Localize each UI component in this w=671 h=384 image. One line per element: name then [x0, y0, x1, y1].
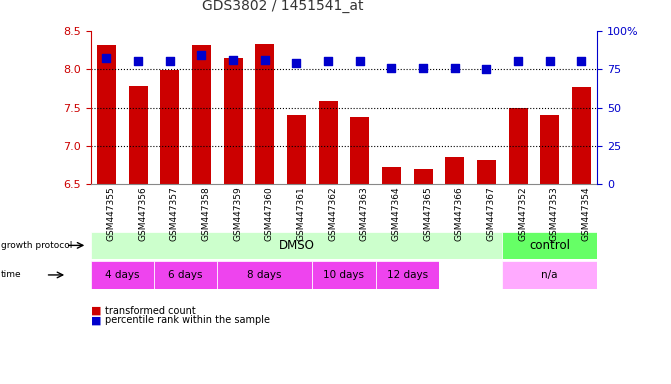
Bar — [160, 70, 179, 184]
Point — [260, 57, 270, 63]
Text: ■: ■ — [91, 306, 101, 316]
Bar — [477, 160, 496, 184]
Text: GSM447358: GSM447358 — [201, 186, 211, 241]
Text: GSM447365: GSM447365 — [423, 186, 432, 241]
Bar — [255, 44, 274, 184]
Bar — [223, 58, 243, 184]
Text: 6 days: 6 days — [168, 270, 203, 280]
Point — [133, 58, 144, 65]
Point — [227, 57, 238, 63]
Text: GSM447354: GSM447354 — [581, 186, 590, 241]
Point — [164, 58, 175, 65]
Point — [323, 58, 333, 65]
Point — [354, 58, 365, 65]
Point — [450, 65, 460, 71]
Point — [417, 65, 428, 71]
Text: GSM447366: GSM447366 — [455, 186, 464, 241]
Text: GSM447356: GSM447356 — [138, 186, 147, 241]
Text: GSM447359: GSM447359 — [233, 186, 242, 241]
Text: time: time — [1, 270, 21, 280]
Text: growth protocol: growth protocol — [1, 241, 72, 250]
Point — [576, 58, 586, 65]
Bar — [129, 86, 148, 184]
Text: 10 days: 10 days — [323, 270, 364, 280]
Text: 8 days: 8 days — [248, 270, 282, 280]
Text: GSM447352: GSM447352 — [518, 186, 527, 241]
Text: GSM447363: GSM447363 — [360, 186, 369, 241]
Bar — [192, 45, 211, 184]
Point — [386, 65, 397, 71]
Point — [101, 55, 112, 61]
Text: transformed count: transformed count — [105, 306, 196, 316]
Text: GDS3802 / 1451541_at: GDS3802 / 1451541_at — [203, 0, 364, 13]
Text: GSM447361: GSM447361 — [297, 186, 305, 241]
Text: GSM447353: GSM447353 — [550, 186, 559, 241]
Text: DMSO: DMSO — [278, 239, 314, 252]
Point — [481, 66, 492, 72]
Text: 4 days: 4 days — [105, 270, 140, 280]
Point — [513, 58, 523, 65]
Bar — [382, 167, 401, 184]
Point — [291, 60, 302, 66]
Text: GSM447355: GSM447355 — [107, 186, 115, 241]
Text: GSM447362: GSM447362 — [328, 186, 337, 241]
Point — [196, 52, 207, 58]
Bar — [509, 108, 527, 184]
Bar — [572, 87, 591, 184]
Bar — [319, 101, 338, 184]
Point — [544, 58, 555, 65]
Text: percentile rank within the sample: percentile rank within the sample — [105, 315, 270, 325]
Text: GSM447367: GSM447367 — [486, 186, 495, 241]
Bar — [446, 157, 464, 184]
Text: GSM447364: GSM447364 — [391, 186, 401, 241]
Text: GSM447357: GSM447357 — [170, 186, 178, 241]
Bar — [97, 45, 116, 184]
Text: 12 days: 12 days — [386, 270, 428, 280]
Bar — [287, 115, 306, 184]
Text: n/a: n/a — [541, 270, 558, 280]
Text: GSM447360: GSM447360 — [265, 186, 274, 241]
Bar — [413, 169, 433, 184]
Bar — [350, 117, 369, 184]
Bar — [540, 115, 559, 184]
Text: control: control — [529, 239, 570, 252]
Text: ■: ■ — [91, 315, 101, 325]
